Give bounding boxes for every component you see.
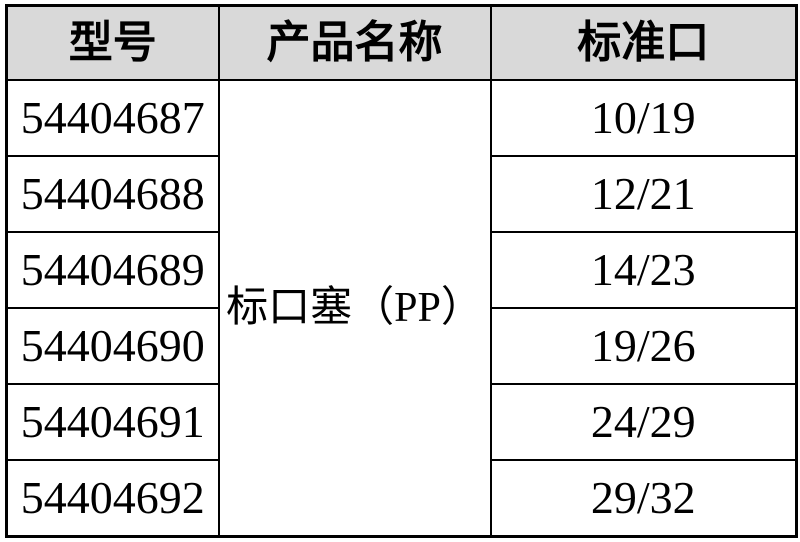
- header-row: 型号 产品名称 标准口: [5, 4, 798, 81]
- model-cell: 54404691: [5, 382, 220, 461]
- table-row: 54404692 29/32: [5, 458, 798, 538]
- table-row: 54404689 14/23: [5, 230, 798, 309]
- model-cell: 54404690: [5, 306, 220, 385]
- product-table: 型号 产品名称 标准口 54404687 标口塞（PP） 10/19 54404…: [5, 4, 798, 538]
- header-product-name: 产品名称: [217, 4, 492, 81]
- model-cell: 54404688: [5, 154, 220, 233]
- model-cell: 54404689: [5, 230, 220, 309]
- table-row: 54404687 标口塞（PP） 10/19: [5, 79, 798, 538]
- table-row: 54404690 19/26: [5, 306, 798, 385]
- standard-port-cell: 29/32: [489, 458, 798, 538]
- header-model: 型号: [5, 4, 220, 81]
- table-row: 54404688 12/21: [5, 154, 798, 233]
- header-standard-port: 标准口: [489, 4, 798, 81]
- model-cell: 54404687: [5, 79, 220, 157]
- standard-port-cell: 14/23: [489, 230, 798, 309]
- standard-port-cell: 12/21: [489, 154, 798, 233]
- standard-port-cell: 10/19: [489, 79, 798, 157]
- product-name-cell: 标口塞（PP）: [217, 79, 492, 538]
- standard-port-cell: 19/26: [489, 306, 798, 385]
- standard-port-cell: 24/29: [489, 382, 798, 461]
- table-row: 54404691 24/29: [5, 382, 798, 461]
- model-cell: 54404692: [5, 458, 220, 538]
